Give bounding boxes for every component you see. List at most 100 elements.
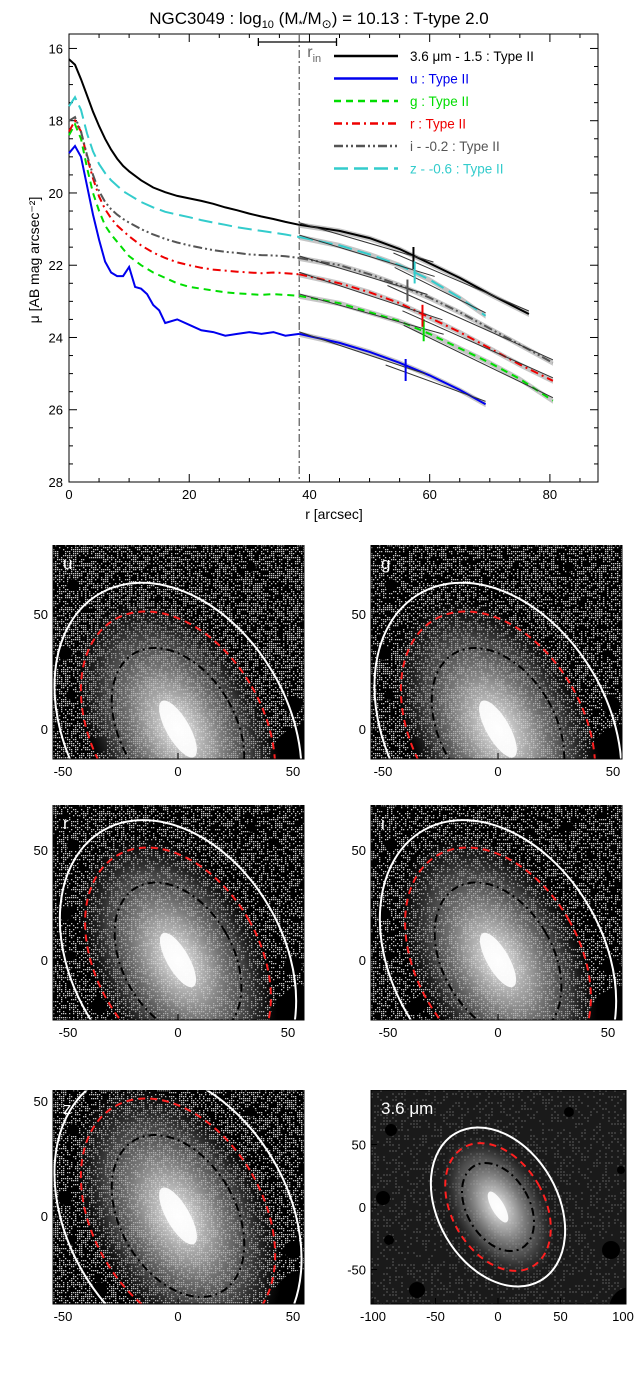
x-tick-label: -50 <box>54 764 73 779</box>
plot-frame <box>68 33 599 483</box>
svg-text:NGC3049 : log10 (M*/M⊙) = 10.1: NGC3049 : log10 (M*/M⊙) = 10.13 : T-type… <box>149 9 489 31</box>
series-uncertainty-band <box>299 293 553 404</box>
band-label: g <box>381 554 390 573</box>
y-tick-label: 0 <box>359 953 366 968</box>
y-tick-label: 0 <box>41 722 48 737</box>
galaxy-core <box>479 932 517 988</box>
mask-blob <box>58 1191 72 1205</box>
mask-blob <box>385 1124 397 1136</box>
mask-blob <box>67 1124 79 1136</box>
panel-svg: 3.6 μm -100 -50 0 50 100 50 0 -50 <box>347 1090 634 1324</box>
inner-ellipse <box>110 1134 246 1298</box>
legend: 3.6 μm - 1.5 : Type II u : Type II g : Typ… <box>334 49 534 177</box>
y-tick-label: 28 <box>49 475 63 490</box>
y-tick-label: 22 <box>49 258 63 273</box>
chart-title-tail: ) = 10.13 : T-type 2.0 <box>332 9 489 28</box>
mask-blob <box>58 906 72 921</box>
chart-title: NGC3049 : log10 (M*/M⊙) = 10.13 : T-type… <box>149 9 489 31</box>
y-tick-label: 0 <box>359 722 366 737</box>
fit-line-inner <box>299 222 434 263</box>
series-outer-line <box>299 294 554 402</box>
break-ellipse <box>404 846 592 1020</box>
y-tick-label: -50 <box>347 1263 366 1278</box>
x-tick-label: 50 <box>286 764 300 779</box>
break-ellipse <box>444 1142 552 1272</box>
legend-label: 3.6 μm - 1.5 : Type II <box>410 49 534 64</box>
mask-blob <box>376 1191 390 1205</box>
galaxy-core <box>159 932 197 988</box>
mask-blob <box>246 1107 256 1117</box>
image-panel-r: r -50 0 50 50 0 <box>0 805 319 1075</box>
x-tick-label: 50 <box>601 1025 615 1040</box>
legend-label: z - -0.6 : Type II <box>410 162 504 177</box>
image-noise <box>371 1090 625 1304</box>
break-ellipse <box>399 610 597 759</box>
y-tick-label: 50 <box>352 843 366 858</box>
series-uncertainty-band <box>299 271 553 384</box>
outer-ellipse <box>53 581 303 759</box>
y-tick-label: 18 <box>49 114 63 129</box>
series-line <box>68 58 300 226</box>
mask-blob <box>67 839 79 852</box>
fit-line-inner <box>299 234 435 277</box>
mask-blob <box>91 1282 107 1298</box>
x-tick-label: -50 <box>379 1025 398 1040</box>
x-tick-label: 0 <box>494 1025 501 1040</box>
fit-line-inner <box>299 255 428 295</box>
mask-blob <box>66 690 76 700</box>
r-in-label: rin <box>307 44 321 65</box>
legend-label: i - -0.2 : Type II <box>410 139 500 154</box>
mask-blob <box>564 822 574 833</box>
x-tick-label: 40 <box>302 487 316 502</box>
mask-blob <box>58 646 72 660</box>
series-line <box>68 95 300 238</box>
legend-label: u : Type II <box>410 72 469 87</box>
x-tick-label: 80 <box>543 487 557 502</box>
y-axis-title: μ [AB mag arcsec⁻²] <box>26 197 42 324</box>
x-tick-label: 50 <box>286 1309 300 1324</box>
outer-ellipse <box>58 819 298 1020</box>
outer-ellipse <box>378 819 618 1020</box>
x-tick-label: 0 <box>174 1309 181 1324</box>
y-tick-label: 0 <box>359 1200 366 1215</box>
x-tick-label: -50 <box>426 1309 445 1324</box>
fit-line-outer <box>402 310 554 379</box>
outer-ellipse <box>53 1090 303 1304</box>
panel-svg: r -50 0 50 50 0 <box>34 805 305 1040</box>
y-tick-label: 50 <box>34 1094 48 1109</box>
x-tick-label: 50 <box>606 764 620 779</box>
band-label: z <box>63 1099 72 1118</box>
x-tick-label: 0 <box>65 487 72 502</box>
mask-blob <box>384 950 394 961</box>
break-ellipse <box>79 610 277 759</box>
y-tick-label: 20 <box>49 186 63 201</box>
chart-title-slash: /M <box>303 9 322 28</box>
y-tick-label: 0 <box>41 1209 48 1224</box>
band-label: u <box>63 554 72 573</box>
x-tick-label: 50 <box>281 1025 295 1040</box>
galaxy-core <box>159 1187 197 1245</box>
inner-ellipse <box>460 1161 536 1253</box>
y-tick-label: 50 <box>34 843 48 858</box>
series-line <box>68 118 300 276</box>
panel-svg: z -50 0 50 50 0 <box>34 1090 305 1324</box>
y-tick-label: 50 <box>352 607 366 622</box>
band-label: r <box>63 814 69 833</box>
mask-blob <box>602 1241 620 1259</box>
mask-blob <box>299 881 304 890</box>
fit-line-outer <box>387 285 554 361</box>
chart-title-sub: 10 <box>262 19 274 31</box>
image-panel-u: u -50 0 50 50 0 <box>0 545 319 795</box>
surface-brightness-profile-chart: NGC3049 : log10 (M*/M⊙) = 10.13 : T-type… <box>26 9 599 522</box>
mask-blob <box>409 997 425 1014</box>
panel-frame <box>370 805 623 1021</box>
x-axis-title: r [arcsec] <box>305 506 363 522</box>
series-uncertainty-band <box>299 255 553 366</box>
mask-blob <box>564 1107 574 1117</box>
mask-blob <box>384 1235 394 1245</box>
mask-blob <box>617 621 622 629</box>
mask-blob <box>299 621 304 629</box>
mask-blob <box>617 1166 625 1174</box>
mask-blob <box>376 906 390 921</box>
fit-line-outer <box>394 267 486 314</box>
